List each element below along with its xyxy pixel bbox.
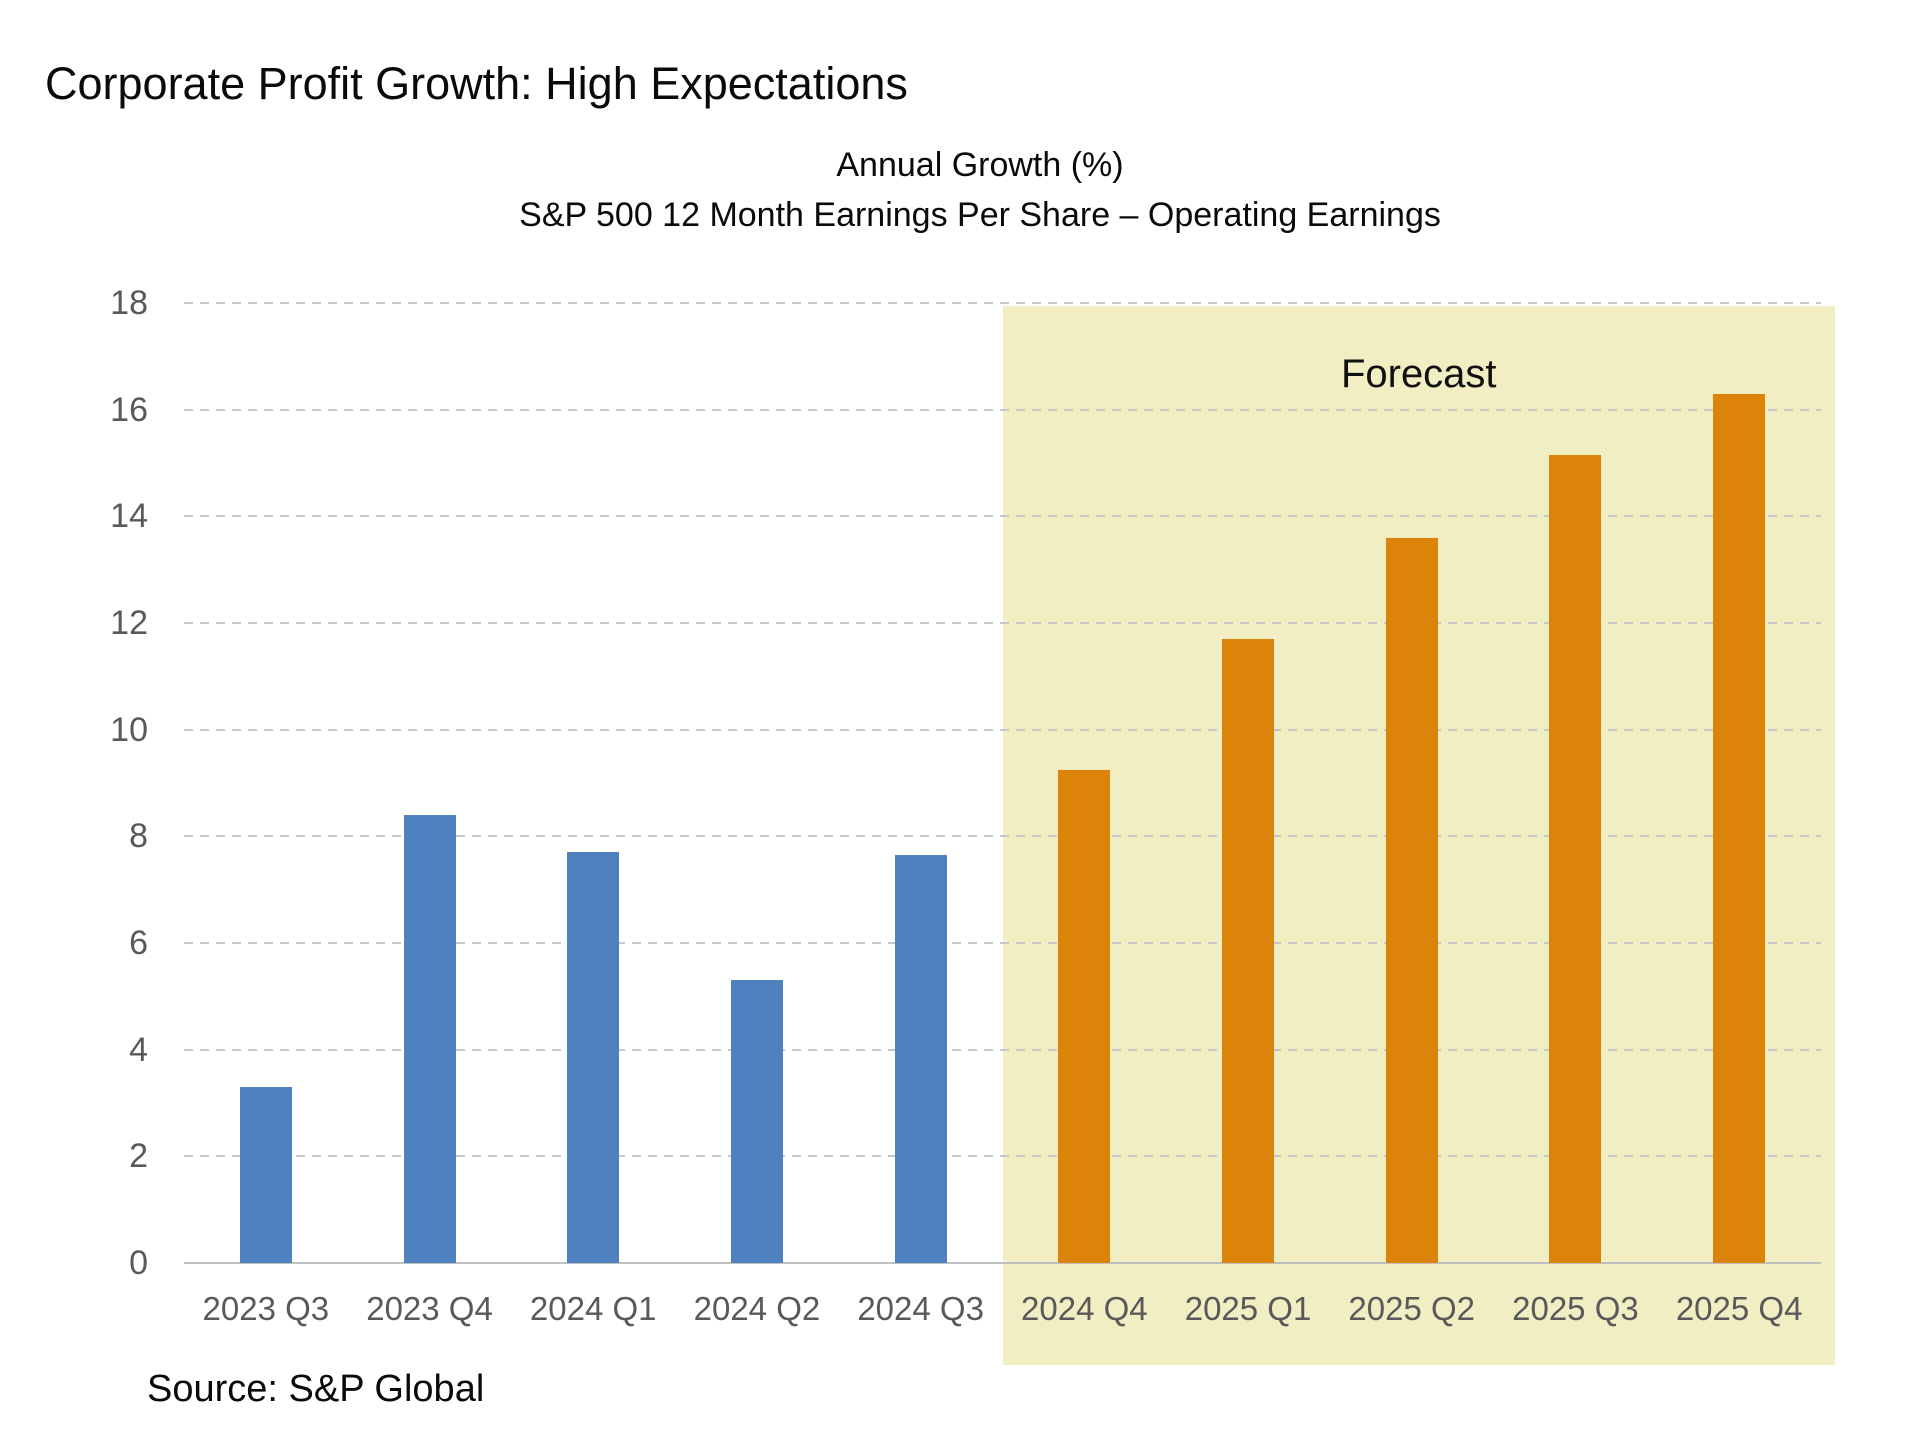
y-axis-tick-label: 10 <box>110 710 148 749</box>
y-axis-tick-label: 18 <box>110 284 148 322</box>
y-axis-tick-label: 2 <box>129 1137 148 1176</box>
bar-2023-q4 <box>403 815 456 1263</box>
y-axis-tick-label: 16 <box>110 390 148 429</box>
bar-2024-q2 <box>730 980 783 1263</box>
y-axis-tick-label: 12 <box>110 604 148 642</box>
chart-subtitle: S&P 500 12 Month Earnings Per Share – Op… <box>519 196 1441 234</box>
chart-heading: Annual Growth (%) S&P 500 12 Month Earni… <box>160 140 1800 240</box>
gridline-y-16 <box>184 408 1821 411</box>
x-axis-tick-label: 2023 Q4 <box>366 1290 493 1327</box>
bar-2025-q1 <box>1222 639 1275 1263</box>
gridline-y-2 <box>184 1155 1821 1158</box>
bar-2025-q2 <box>1385 537 1438 1263</box>
y-axis-tick-label: 6 <box>129 924 148 962</box>
bar-2025-q4 <box>1713 393 1766 1263</box>
y-axis-tick-label: 0 <box>129 1244 148 1282</box>
x-axis-tick-label: 2023 Q3 <box>202 1290 330 1327</box>
x-axis-tick-label: 2024 Q3 <box>857 1290 984 1327</box>
bar-2025-q3 <box>1549 455 1602 1263</box>
bar-2023-q3 <box>239 1087 292 1263</box>
x-axis-tick-label: 2024 Q4 <box>1021 1290 1148 1327</box>
source-note: Source: S&P Global <box>147 1368 485 1410</box>
x-axis-tick-label: 2024 Q2 <box>693 1290 821 1327</box>
gridline-y-12 <box>184 622 1821 624</box>
bar-2024-q1 <box>567 852 620 1263</box>
bar-2024-q3 <box>894 855 947 1263</box>
x-axis-tick-label: 2025 Q4 <box>1675 1290 1803 1327</box>
chart-title: Annual Growth (%) <box>836 146 1124 184</box>
x-axis-tick-label: 2025 Q3 <box>1512 1290 1639 1327</box>
x-axis-tick-label: 2024 Q1 <box>529 1290 657 1327</box>
bar-2024-q4 <box>1058 769 1111 1263</box>
gridline-y-14 <box>184 515 1821 518</box>
page-title: Corporate Profit Growth: High Expectatio… <box>45 58 908 109</box>
gridline-y-8 <box>184 835 1821 838</box>
gridline-y-4 <box>184 1048 1821 1051</box>
y-axis-tick-label: 4 <box>129 1030 148 1069</box>
y-axis-tick-label: 14 <box>110 497 148 536</box>
x-axis-tick-label: 2025 Q2 <box>1348 1290 1476 1327</box>
gridline-y-18 <box>184 302 1821 304</box>
forecast-label: Forecast <box>1340 352 1497 396</box>
x-axis-baseline <box>184 1262 1821 1264</box>
gridline-y-10 <box>184 728 1821 731</box>
y-axis-tick-label: 8 <box>129 817 148 856</box>
x-axis-tick-label: 2025 Q1 <box>1184 1290 1312 1327</box>
gridline-y-6 <box>184 942 1821 944</box>
